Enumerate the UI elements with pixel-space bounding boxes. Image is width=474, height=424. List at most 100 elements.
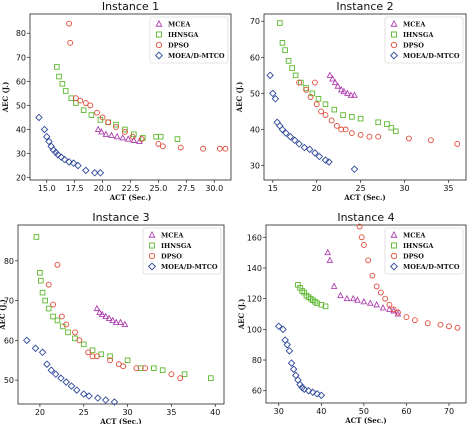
data-point	[54, 317, 61, 324]
data-point	[304, 386, 313, 395]
data-point	[62, 88, 69, 94]
legend-marker	[148, 262, 156, 271]
legend-label: IHNSGA	[161, 242, 192, 250]
legend: MCEA IHNSGA DPSO MOEA/D-MTCO	[149, 16, 229, 64]
legend-marker	[155, 19, 163, 27]
y-tick-label: 50	[16, 101, 26, 110]
legend-label: MCEA	[161, 232, 184, 240]
data-point	[102, 312, 110, 320]
data-point	[98, 310, 106, 318]
data-point	[151, 365, 157, 371]
data-point	[50, 301, 56, 308]
data-point	[330, 282, 338, 289]
data-point	[322, 112, 329, 118]
data-point	[266, 71, 274, 80]
data-point	[101, 396, 110, 404]
y-axis-label: AEC (J.)	[235, 82, 244, 114]
data-point	[349, 294, 357, 302]
data-point	[67, 382, 76, 390]
legend-marker	[390, 19, 398, 27]
legend-frame	[149, 16, 229, 64]
series-moea-d-mtco	[35, 113, 105, 177]
y-tick-label: 60	[16, 77, 26, 86]
data-point	[79, 390, 88, 398]
series-dpso	[66, 20, 229, 152]
y-tick-label: 70	[250, 17, 260, 26]
data-point	[390, 307, 398, 314]
y-tick-label: 100	[247, 325, 262, 334]
legend-marker	[155, 41, 163, 49]
legend-marker	[156, 31, 162, 38]
data-point	[155, 140, 162, 147]
data-point	[108, 131, 115, 139]
data-point	[57, 153, 66, 161]
chart-panel-4: Instance 4 30 40 50 60 70 60 80 100 120 140 160 ACT …	[237, 211, 467, 424]
x-tick-label: 25	[79, 408, 89, 417]
data-point	[119, 134, 127, 141]
data-point	[93, 353, 100, 360]
y-tick-label: 30	[250, 162, 260, 171]
data-point	[365, 257, 372, 264]
data-point	[42, 132, 51, 141]
data-point	[279, 40, 286, 46]
series-dpso	[45, 261, 184, 382]
data-point	[446, 323, 452, 330]
data-point	[315, 152, 324, 161]
legend-frame	[142, 227, 222, 275]
data-point	[369, 272, 376, 279]
data-point	[82, 100, 89, 106]
data-point	[318, 108, 325, 115]
data-point	[45, 137, 53, 146]
series-moea-d-mtco	[266, 71, 359, 173]
data-point	[37, 269, 43, 276]
legend-marker	[390, 230, 398, 238]
y-tick-label: 80	[4, 257, 14, 266]
y-tick-label: 140	[247, 264, 262, 273]
x-tick-label: 50	[359, 407, 369, 416]
data-point	[366, 299, 374, 306]
data-point	[394, 310, 402, 317]
data-point	[76, 337, 83, 344]
data-point	[80, 107, 87, 114]
data-point	[454, 324, 461, 331]
data-point	[386, 305, 393, 312]
chart-title: Instance 3	[92, 211, 149, 224]
data-point	[360, 242, 367, 248]
data-point	[157, 133, 164, 140]
data-point	[358, 234, 365, 241]
legend-marker	[390, 41, 398, 49]
y-tick-label: 60	[252, 387, 262, 396]
data-point	[275, 322, 283, 331]
data-point	[54, 261, 61, 268]
data-point	[328, 117, 335, 124]
legend: MCEA IHNSGA DPSO MOEA/D-MTCO	[384, 227, 464, 275]
data-point	[278, 125, 287, 134]
data-point	[153, 133, 159, 140]
legend-label: MCEA	[403, 21, 426, 29]
data-point	[403, 314, 410, 320]
data-point	[295, 140, 303, 148]
data-point	[305, 145, 314, 154]
legend-marker	[391, 31, 397, 38]
data-point	[392, 128, 399, 135]
data-point	[312, 79, 318, 86]
data-point	[63, 321, 70, 328]
y-tick-label: 80	[252, 356, 262, 365]
legend-label: MOEA/D-MTCO	[403, 263, 460, 271]
data-point	[174, 136, 181, 142]
chart-title: Instance 1	[102, 0, 159, 13]
data-point	[72, 329, 78, 336]
legend-marker	[390, 51, 398, 60]
data-point	[292, 371, 300, 380]
y-tick-label: 80	[16, 29, 26, 38]
data-point	[74, 161, 82, 170]
x-tick-label: 30.0	[205, 184, 223, 193]
data-point	[340, 87, 348, 95]
data-point	[69, 159, 78, 167]
data-point	[94, 109, 100, 116]
data-point	[47, 366, 56, 374]
data-point	[437, 321, 444, 328]
data-point	[80, 341, 87, 348]
data-point	[45, 305, 52, 312]
data-point	[317, 391, 326, 400]
